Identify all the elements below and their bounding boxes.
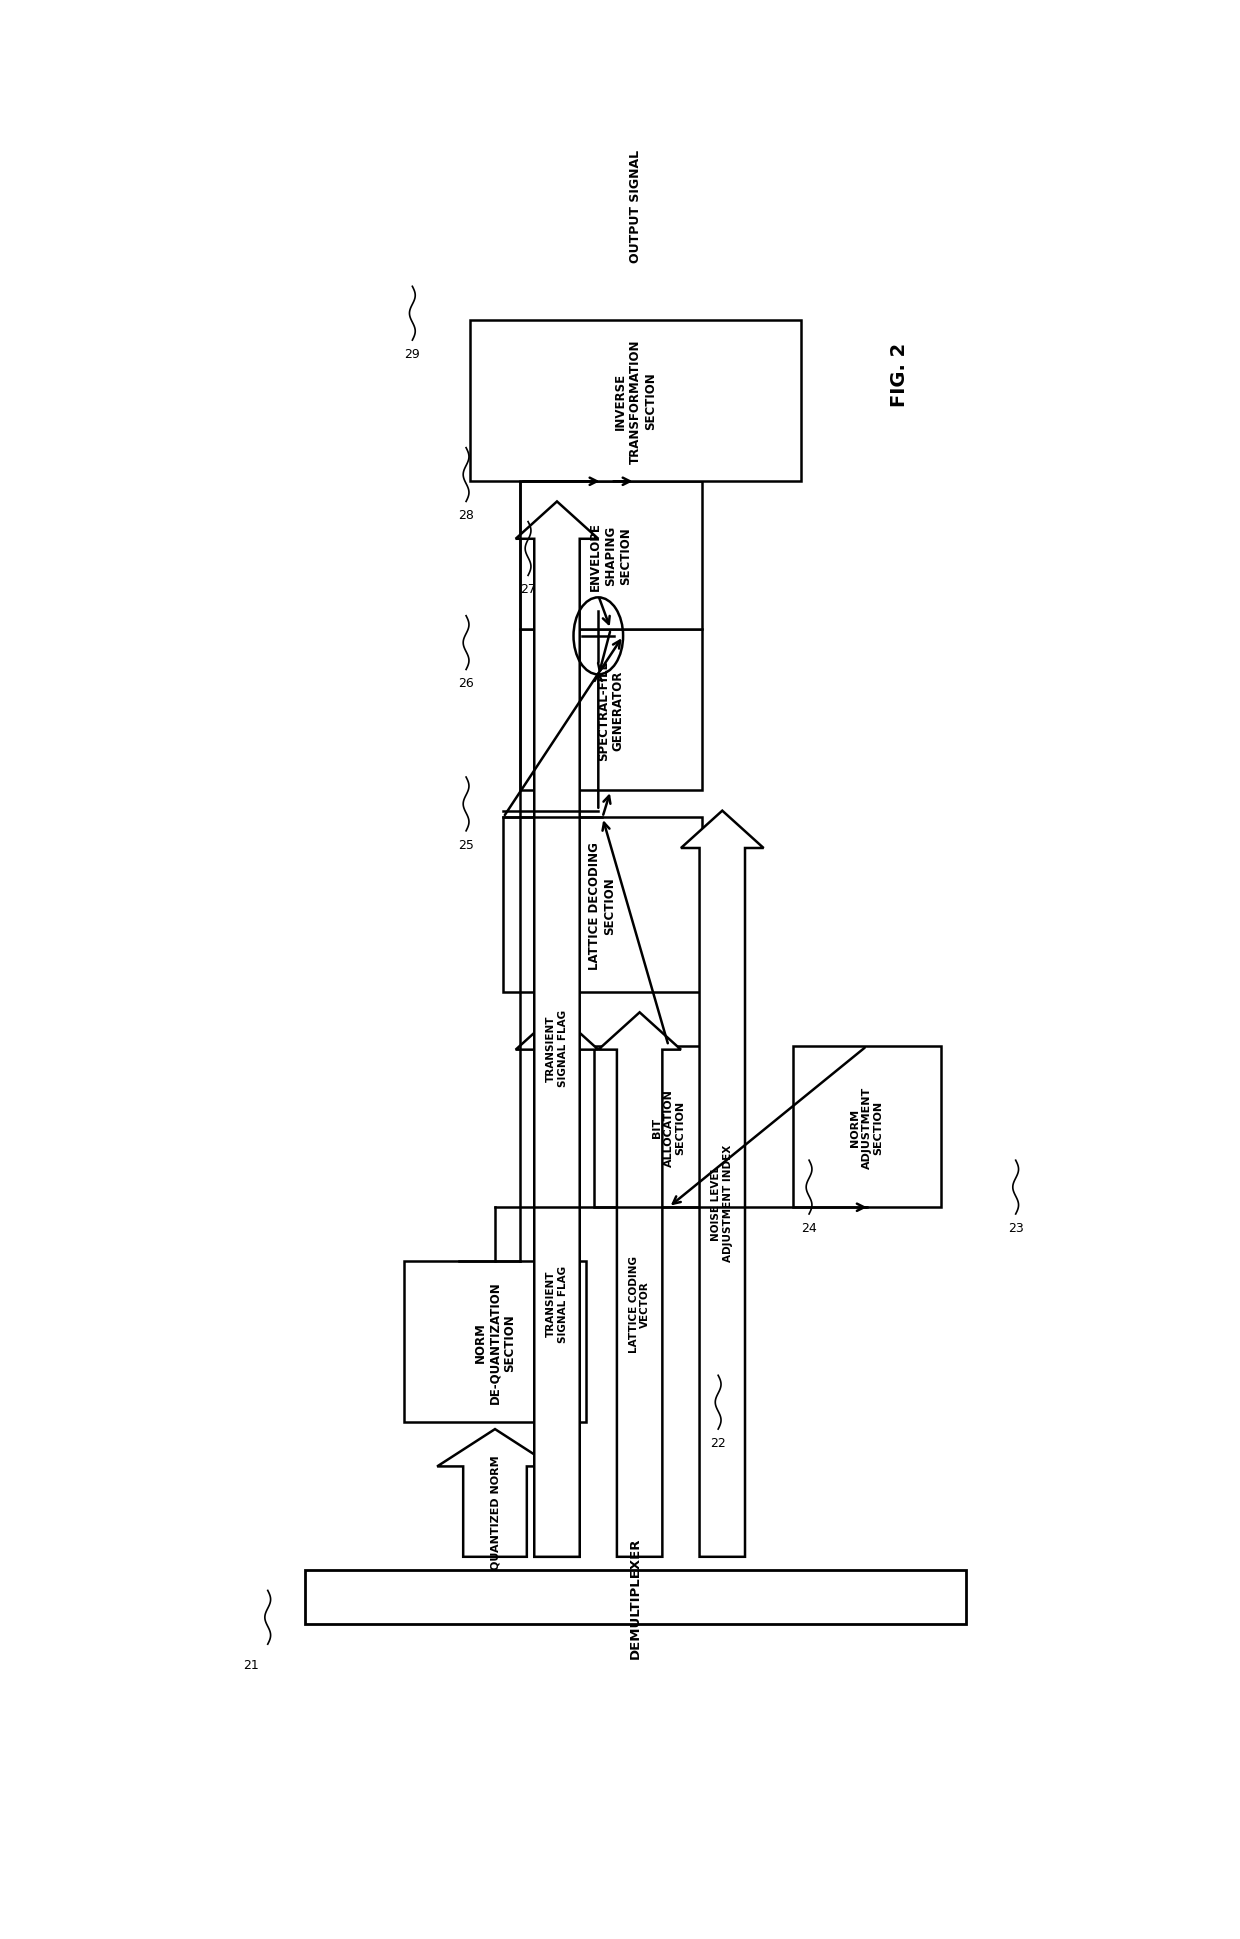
Bar xyxy=(404,1262,587,1423)
Text: TRANSIENT
SIGNAL FLAG: TRANSIENT SIGNAL FLAG xyxy=(546,1010,568,1086)
Polygon shape xyxy=(516,502,599,1557)
Text: TRANSIENT
SIGNAL FLAG: TRANSIENT SIGNAL FLAG xyxy=(546,1264,568,1342)
Text: SPECTRAL-FILL
GENERATOR: SPECTRAL-FILL GENERATOR xyxy=(596,661,625,760)
Text: 29: 29 xyxy=(404,347,420,361)
Bar xyxy=(520,483,702,630)
Text: ENVELOPE
SHAPING
SECTION: ENVELOPE SHAPING SECTION xyxy=(589,522,632,589)
Text: LATTICE DECODING
SECTION: LATTICE DECODING SECTION xyxy=(589,842,616,970)
Text: FIG. 2: FIG. 2 xyxy=(890,343,909,407)
Polygon shape xyxy=(438,1429,553,1557)
Text: 28: 28 xyxy=(458,510,474,522)
Bar xyxy=(305,1571,966,1625)
Bar xyxy=(594,1047,743,1208)
Bar xyxy=(792,1047,941,1208)
Bar xyxy=(520,630,702,791)
Text: 22: 22 xyxy=(711,1437,727,1448)
Text: QUANTIZED NORM: QUANTIZED NORM xyxy=(490,1454,500,1569)
Polygon shape xyxy=(516,1012,599,1557)
Text: 21: 21 xyxy=(243,1658,259,1671)
Polygon shape xyxy=(681,811,764,1557)
Text: LATTICE CODING
VECTOR: LATTICE CODING VECTOR xyxy=(629,1255,651,1351)
Text: INVERSE
TRANSFORMATION
SECTION: INVERSE TRANSFORMATION SECTION xyxy=(614,339,657,463)
Text: DEMULTIPLEXER: DEMULTIPLEXER xyxy=(629,1536,642,1658)
Bar xyxy=(470,320,801,483)
Text: 23: 23 xyxy=(1008,1222,1023,1235)
Polygon shape xyxy=(599,1012,681,1557)
Text: 26: 26 xyxy=(459,677,474,690)
Text: OUTPUT SIGNAL: OUTPUT SIGNAL xyxy=(629,149,642,264)
Text: NORM
DE-QUANTIZATION
SECTION: NORM DE-QUANTIZATION SECTION xyxy=(474,1280,517,1404)
Bar xyxy=(503,818,702,993)
Text: 27: 27 xyxy=(520,584,536,595)
Text: 25: 25 xyxy=(458,838,474,851)
Text: NOISE LEVEL
ADJUSTMENT INDEX: NOISE LEVEL ADJUSTMENT INDEX xyxy=(712,1144,733,1262)
Text: 24: 24 xyxy=(801,1222,817,1235)
Text: NORM
ADJUSTMENT
SECTION: NORM ADJUSTMENT SECTION xyxy=(851,1086,884,1167)
Text: BIT
ALLOCATION
SECTION: BIT ALLOCATION SECTION xyxy=(652,1088,686,1165)
